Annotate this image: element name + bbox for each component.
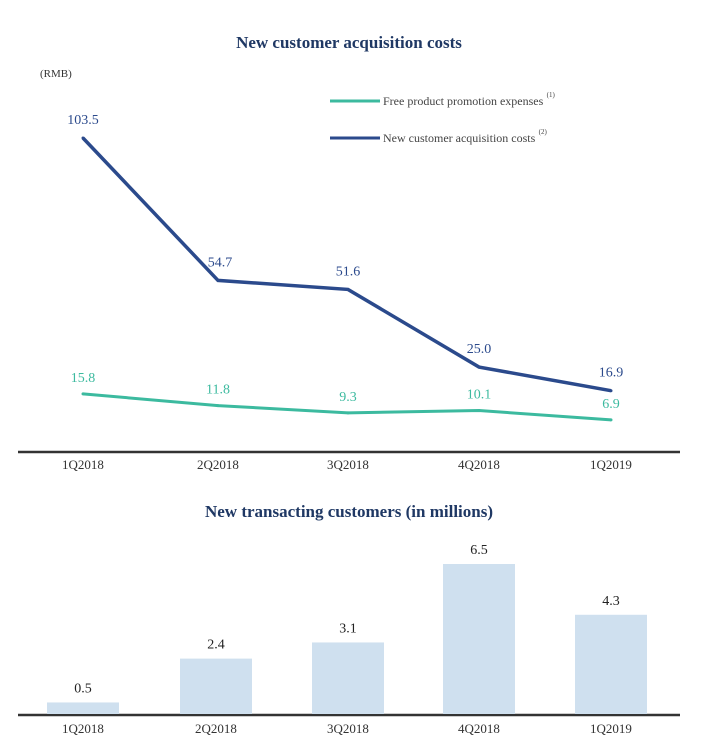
line-chart-x-tick: 4Q2018 xyxy=(458,457,500,472)
data-label-acq: 103.5 xyxy=(67,113,99,128)
bar-chart-plot: 0.5 1Q2018 2.4 2Q2018 3.1 3Q2018 6.5 4Q2018 4.3 1… xyxy=(47,543,647,736)
legend-label-promo: Free product promotion expenses xyxy=(383,94,544,108)
bar xyxy=(575,614,647,714)
line-chart-x-tick: 3Q2018 xyxy=(327,457,369,472)
bar-chart-title: New transacting customers (in millions) xyxy=(205,502,493,521)
bar xyxy=(47,702,119,714)
bar xyxy=(312,642,384,714)
bar-chart-x-tick: 2Q2018 xyxy=(195,721,237,736)
data-point xyxy=(346,411,350,415)
bar-value-label: 2.4 xyxy=(207,638,225,653)
bar-value-label: 4.3 xyxy=(602,594,620,609)
line-chart-x-tick: 1Q2019 xyxy=(590,457,632,472)
bar xyxy=(443,564,515,714)
data-point xyxy=(216,278,220,282)
data-point xyxy=(216,404,220,408)
bar-chart-x-tick: 3Q2018 xyxy=(327,721,369,736)
data-label-promo: 11.8 xyxy=(206,383,230,398)
data-point xyxy=(477,365,481,369)
bar-chart-x-tick: 1Q2018 xyxy=(62,721,104,736)
line-chart-unit: (RMB) xyxy=(40,68,72,80)
data-label-promo: 15.8 xyxy=(71,371,96,386)
legend-label-acq: New customer acquisition costs xyxy=(383,131,536,145)
bar-chart-x-tick: 1Q2019 xyxy=(590,721,632,736)
data-label-promo: 9.3 xyxy=(339,390,357,405)
line-chart-x-tick: 1Q2018 xyxy=(62,457,104,472)
bar-chart-x-tick: 4Q2018 xyxy=(458,721,500,736)
data-point xyxy=(81,392,85,396)
data-label-promo: 6.9 xyxy=(602,397,620,412)
data-label-acq: 51.6 xyxy=(336,264,361,279)
line-chart-plot: 1Q2018 2Q2018 3Q2018 4Q2018 1Q2019 15.8 11.8 9.… xyxy=(62,113,632,472)
data-label-acq: 25.0 xyxy=(467,342,492,357)
bar-value-label: 0.5 xyxy=(74,681,92,696)
data-point xyxy=(477,409,481,413)
bar-value-label: 6.5 xyxy=(470,543,488,558)
data-point xyxy=(609,389,613,393)
line-chart-legend: Free product promotion expenses (1) New … xyxy=(330,91,555,145)
line-chart-x-tick: 2Q2018 xyxy=(197,457,239,472)
data-label-promo: 10.1 xyxy=(467,388,492,403)
data-label-acq: 16.9 xyxy=(599,366,624,381)
legend-note-promo: (1) xyxy=(547,91,556,99)
data-point xyxy=(81,136,85,140)
legend-note-acq: (2) xyxy=(539,128,548,136)
bar-value-label: 3.1 xyxy=(339,621,357,636)
data-point xyxy=(346,287,350,291)
data-label-acq: 54.7 xyxy=(208,255,233,270)
line-chart-title: New customer acquisition costs xyxy=(236,33,462,52)
data-point xyxy=(609,418,613,422)
bar xyxy=(180,658,252,714)
